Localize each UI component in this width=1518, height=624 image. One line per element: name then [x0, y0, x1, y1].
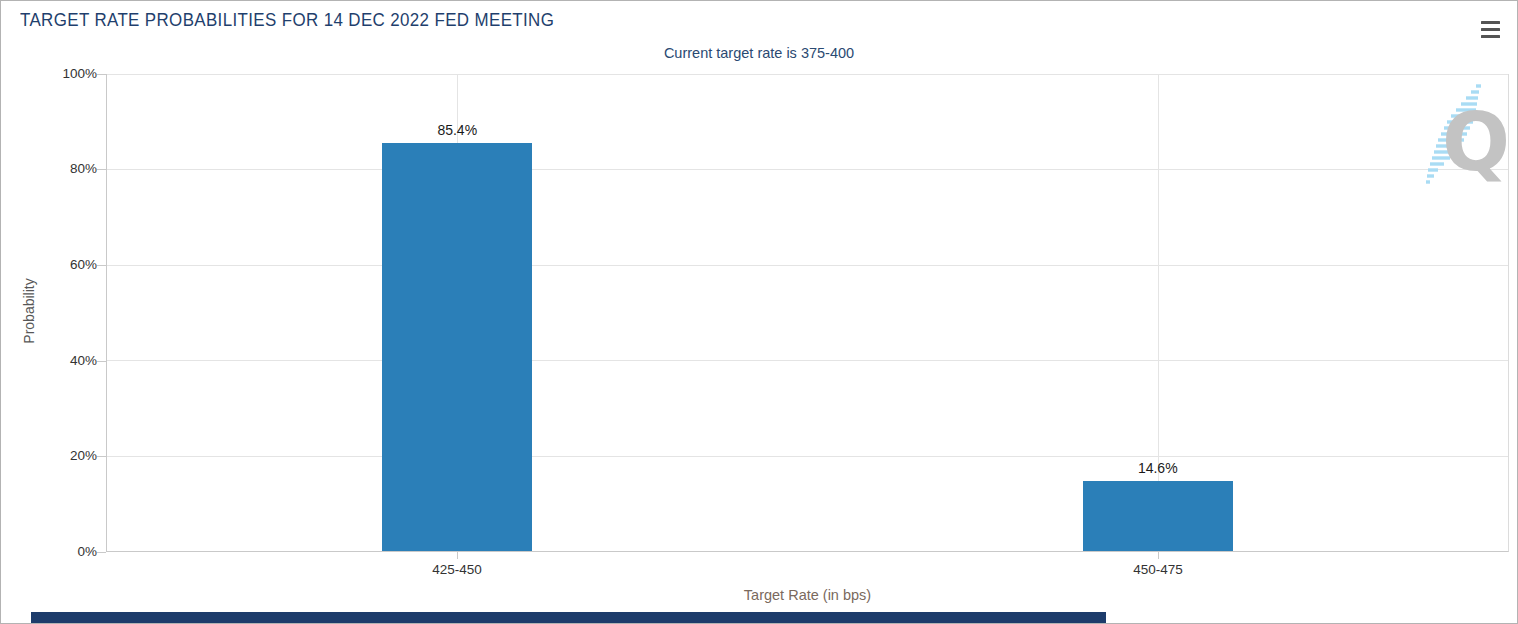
y-axis-tick — [97, 361, 106, 362]
chart-subtitle: Current target rate is 375-400 — [1, 45, 1517, 61]
y-axis-tick — [97, 169, 106, 170]
probability-bar[interactable] — [382, 143, 532, 551]
gridline — [107, 265, 1508, 266]
hamburger-menu-icon[interactable] — [1481, 21, 1501, 38]
y-tick-label: 80% — [1, 161, 97, 176]
y-axis-tick — [97, 552, 106, 553]
bar-group-425-450: 85.4% — [382, 122, 532, 551]
y-tick-label: 40% — [1, 353, 97, 368]
y-axis-title: Probability — [21, 221, 37, 401]
gridline — [107, 456, 1508, 457]
gridline — [107, 360, 1508, 361]
gridline — [107, 169, 1508, 170]
y-axis-tick — [97, 74, 106, 75]
x-axis-title: Target Rate (in bps) — [106, 587, 1509, 603]
y-tick-label: 20% — [1, 448, 97, 463]
x-tick-label: 425-450 — [357, 562, 557, 577]
x-tick-label: 450-475 — [1058, 562, 1258, 577]
y-tick-label: 100% — [1, 66, 97, 81]
x-axis-tick — [1158, 551, 1159, 559]
bar-value-label: 85.4% — [437, 122, 477, 138]
y-axis-tick — [97, 265, 106, 266]
y-tick-label: 0% — [1, 544, 97, 559]
fedwatch-chart-panel: TARGET RATE PROBABILITIES FOR 14 DEC 202… — [0, 0, 1518, 624]
bar-value-label: 14.6% — [1138, 460, 1178, 476]
y-axis-tick — [97, 456, 106, 457]
plot-area: 85.4% 14.6% — [106, 74, 1509, 552]
gridline — [107, 74, 1508, 75]
x-axis-tick — [457, 551, 458, 559]
chart-title: TARGET RATE PROBABILITIES FOR 14 DEC 202… — [20, 10, 554, 31]
y-tick-label: 60% — [1, 257, 97, 272]
probability-bar[interactable] — [1083, 481, 1233, 551]
horizontal-scrollbar-thumb[interactable] — [31, 612, 1106, 624]
bar-group-450-475: 14.6% — [1083, 460, 1233, 551]
